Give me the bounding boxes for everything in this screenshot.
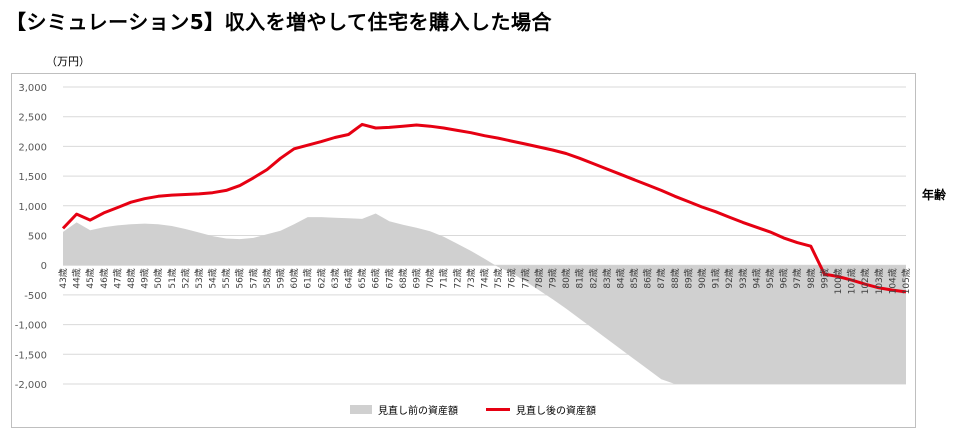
y-tick-label: 500 (28, 232, 47, 243)
y-tick-label: 2,500 (18, 113, 47, 124)
x-tick-label: 74歳 (479, 268, 491, 288)
x-tick-label: 57歳 (247, 268, 259, 288)
legend-swatch-line (486, 408, 510, 411)
x-tick-label: 102歳 (859, 268, 871, 294)
x-tick-label: 51歳 (166, 268, 178, 288)
x-tick-layer: 43歳 44歳 45歳 46歳 47歳 48歳 49歳 50歳 51歳 52歳 53歳 54歳 55歳 5… (57, 268, 912, 294)
y-tick-layer: 3,000 2,500 2,000 1,500 1,000 500 0 -500 -1,000 -… (15, 83, 47, 391)
x-tick-label: 101歳 (846, 268, 858, 294)
x-tick-label: 93歳 (737, 268, 749, 288)
y-tick-label: -1,000 (15, 321, 47, 332)
area-layer (63, 213, 906, 384)
x-tick-label: 99歳 (818, 268, 830, 288)
x-tick-label: 81歳 (574, 268, 586, 288)
y-tick-label: 0 (41, 261, 47, 272)
x-tick-label: 55歳 (220, 268, 232, 288)
x-tick-label: 94歳 (750, 268, 762, 288)
x-tick-label: 61歳 (302, 268, 314, 288)
x-tick-label: 67歳 (383, 268, 395, 288)
y-unit-label: （万円） (46, 55, 90, 68)
x-tick-label: 97歳 (791, 268, 803, 288)
x-tick-label: 84歳 (614, 268, 626, 288)
x-tick-label: 44歳 (71, 268, 83, 288)
y-tick-label: -1,500 (15, 350, 47, 361)
x-tick-label: 72歳 (451, 268, 463, 288)
x-tick-label: 77歳 (519, 268, 531, 288)
x-tick-label: 78歳 (533, 268, 545, 288)
x-tick-label: 43歳 (57, 268, 69, 288)
y-tick-label: 1,000 (18, 202, 47, 213)
legend-swatch-area (350, 405, 372, 414)
y-tick-label: -500 (24, 291, 47, 302)
x-tick-label: 53歳 (193, 268, 205, 288)
x-tick-label: 100歳 (832, 268, 844, 294)
x-tick-label: 47歳 (111, 268, 123, 288)
x-tick-label: 88歳 (669, 268, 681, 288)
line-after-series (61, 122, 907, 294)
x-tick-label: 103歳 (873, 268, 885, 294)
y-tick-label: 1,500 (18, 172, 47, 183)
legend-label-before: 見直し前の資産額 (378, 406, 458, 417)
x-tick-label: 54歳 (207, 268, 219, 288)
x-tick-label: 70歳 (424, 268, 436, 288)
x-tick-label: 48歳 (125, 268, 137, 288)
x-tick-label: 69歳 (411, 268, 423, 288)
x-tick-label: 85歳 (628, 268, 640, 288)
x-tick-label: 86歳 (642, 268, 654, 288)
x-tick-label: 63歳 (329, 268, 341, 288)
x-tick-label: 56歳 (234, 268, 246, 288)
x-tick-label: 75歳 (492, 268, 504, 288)
x-tick-label: 98歳 (805, 268, 817, 288)
area-before-series (63, 213, 906, 384)
x-tick-label: 59歳 (275, 268, 287, 288)
legend-item-after: 見直し後の資産額 (486, 402, 596, 417)
x-tick-label: 64歳 (343, 268, 355, 288)
y-tick-label: 3,000 (18, 83, 47, 94)
x-tick-label: 62歳 (315, 268, 327, 288)
x-tick-label: 80歳 (560, 268, 572, 288)
x-tick-label: 65歳 (356, 268, 368, 288)
x-tick-label: 76歳 (506, 268, 518, 288)
x-tick-label: 60歳 (288, 268, 300, 288)
y-tick-label: -2,000 (15, 380, 47, 391)
x-tick-label: 91歳 (710, 268, 722, 288)
x-tick-label: 87歳 (655, 268, 667, 288)
x-tick-label: 49歳 (139, 268, 151, 288)
x-tick-label: 95歳 (764, 268, 776, 288)
x-tick-label: 90歳 (696, 268, 708, 288)
x-tick-label: 52歳 (179, 268, 191, 288)
x-tick-label: 83歳 (601, 268, 613, 288)
x-tick-label: 71歳 (438, 268, 450, 288)
x-tick-label: 50歳 (152, 268, 164, 288)
x-tick-label: 79歳 (546, 268, 558, 288)
legend: 見直し前の資産額 見直し後の資産額 (350, 402, 596, 417)
x-unit-label: 年齢 (922, 188, 947, 202)
x-tick-label: 96歳 (778, 268, 790, 288)
legend-item-before: 見直し前の資産額 (350, 402, 458, 417)
x-tick-label: 45歳 (84, 268, 96, 288)
x-tick-label: 68歳 (397, 268, 409, 288)
line-layer (61, 122, 907, 294)
x-tick-label: 89歳 (682, 268, 694, 288)
x-tick-label: 46歳 (98, 268, 110, 288)
y-tick-label: 2,000 (18, 142, 47, 153)
x-tick-label: 104歳 (886, 268, 898, 294)
x-tick-label: 73歳 (465, 268, 477, 288)
x-tick-label: 105歳 (900, 268, 912, 294)
legend-label-after: 見直し後の資産額 (516, 406, 596, 417)
page-title: 【シミュレーション5】収入を増やして住宅を購入した場合 (6, 10, 553, 34)
x-tick-label: 82歳 (587, 268, 599, 288)
x-tick-label: 92歳 (723, 268, 735, 288)
x-tick-label: 66歳 (370, 268, 382, 288)
x-tick-label: 58歳 (261, 268, 273, 288)
